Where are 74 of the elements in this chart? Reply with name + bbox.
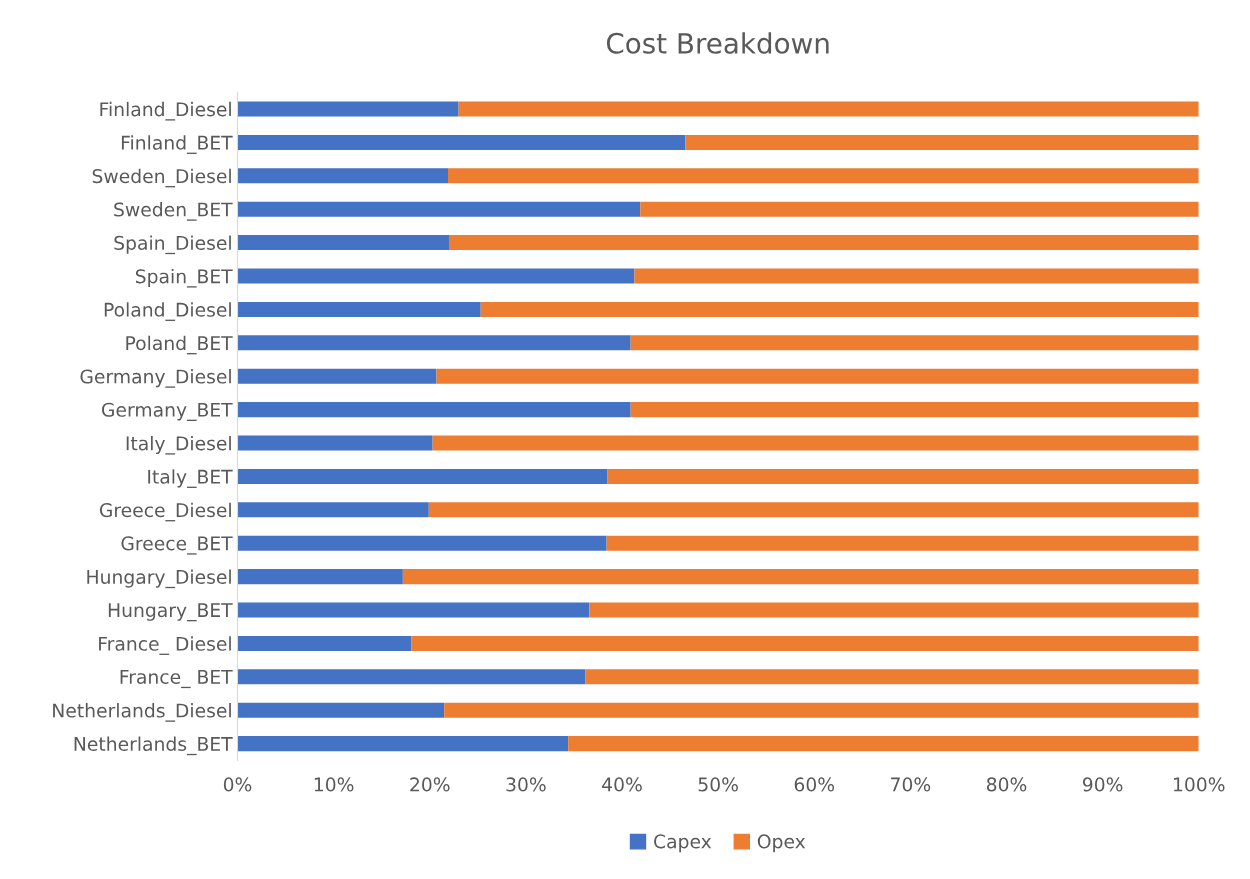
y-tick-label: Sweden_Diesel	[92, 168, 231, 188]
y-tick-label: Finland_Diesel	[100, 101, 231, 121]
bar	[685, 134, 1199, 150]
y-tick-label: Germany_Diesel	[80, 369, 231, 388]
x-tick-label: 60%	[794, 777, 835, 792]
y-tick-label: Netherlands_BET	[74, 736, 233, 756]
bar	[237, 168, 449, 184]
x-tick-label: 70%	[891, 777, 931, 792]
bar	[237, 301, 481, 317]
bar	[237, 201, 641, 217]
bar	[237, 468, 608, 484]
bar	[237, 402, 631, 418]
bar	[237, 635, 412, 651]
x-tick-label: 30%	[506, 777, 546, 792]
x-tick-label: 40%	[602, 777, 642, 792]
y-tick-label: Sweden_BET	[114, 202, 233, 221]
y-tick-label: Germany_BET	[101, 402, 233, 421]
bar	[585, 669, 1199, 685]
x-tick-label: 50%	[698, 777, 738, 792]
bar	[237, 702, 445, 718]
y-tick-label: Greece_Diesel	[99, 502, 231, 522]
y-tick-label: Poland_Diesel	[104, 302, 231, 321]
y-tick-label: Spain_BET	[135, 268, 233, 288]
bar	[411, 635, 1199, 651]
bar	[589, 602, 1199, 618]
bar	[237, 268, 635, 284]
bar	[237, 535, 607, 551]
bar	[630, 402, 1199, 418]
x-tick-label: 80%	[986, 777, 1027, 792]
bar	[237, 602, 590, 618]
x-tick-label: 100%	[1174, 777, 1225, 792]
bar	[634, 268, 1199, 284]
y-tick-label: Netherlands_Diesel	[53, 703, 231, 722]
bar	[640, 201, 1199, 217]
bar	[448, 235, 1199, 251]
x-tick-label: 10%	[314, 777, 354, 792]
x-tick-label: 0%	[223, 777, 252, 792]
bar	[630, 335, 1199, 351]
bar	[444, 702, 1199, 718]
bar	[237, 335, 631, 351]
bar	[448, 168, 1199, 184]
bar	[237, 736, 569, 752]
y-tick-label: Italy_Diesel	[126, 435, 231, 455]
bar	[237, 569, 403, 585]
y-tick-label: France_ Diesel	[99, 636, 231, 655]
bar	[606, 535, 1199, 551]
bar	[432, 435, 1199, 451]
bar	[428, 502, 1199, 518]
y-tick-label: Spain_Diesel	[114, 235, 231, 255]
chart-title: Cost Breakdown	[606, 32, 829, 54]
bar	[436, 368, 1199, 384]
bar	[237, 435, 433, 451]
bar	[607, 468, 1199, 484]
bar	[480, 301, 1199, 317]
legend-label: Opex	[757, 834, 806, 853]
legend-label: Capex	[654, 834, 712, 853]
bar	[402, 569, 1199, 585]
bar	[237, 134, 686, 150]
bar	[237, 101, 459, 117]
bar	[458, 101, 1199, 117]
bar	[237, 368, 437, 384]
x-tick-label: 20%	[410, 777, 450, 792]
y-tick-label: Greece_BET	[121, 536, 233, 555]
bar	[568, 736, 1199, 752]
bar	[237, 235, 449, 251]
y-tick-label: France_ BET	[120, 670, 233, 689]
y-tick-label: Poland_BET	[126, 335, 233, 355]
y-tick-label: Hungary_BET	[108, 603, 233, 622]
y-tick-label: Italy_BET	[148, 469, 233, 488]
x-tick-label: 90%	[1082, 777, 1123, 792]
y-tick-label: Finland_BET	[121, 135, 233, 154]
bar	[237, 669, 586, 685]
bar	[237, 502, 429, 518]
y-tick-label: Hungary_Diesel	[87, 569, 231, 589]
